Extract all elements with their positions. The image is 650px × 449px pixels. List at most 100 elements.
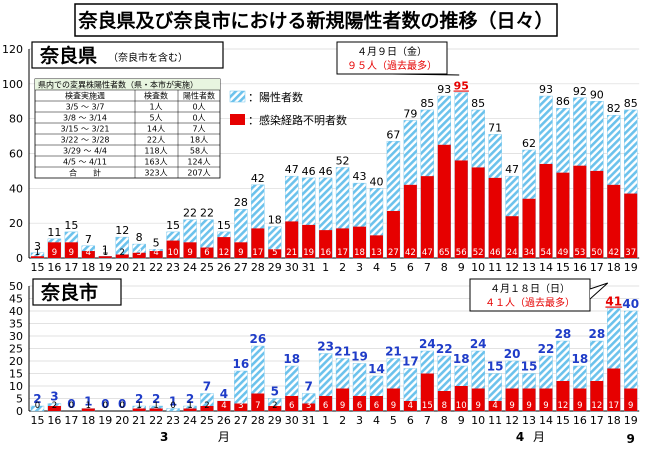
city-callout-pointer <box>589 282 609 300</box>
city-total-label: 2 <box>186 392 194 406</box>
pref-unknown-bar <box>268 249 282 258</box>
city-xtick-label: 18 <box>607 414 621 427</box>
pref-xtick-label: 10 <box>471 261 485 274</box>
pref-unknown-label: 37 <box>625 248 636 258</box>
pref-total-label: 7 <box>85 233 92 246</box>
pref-unknown-label: 17 <box>337 248 348 258</box>
city-unknown-bar <box>217 401 231 411</box>
pref-xtick-label: 12 <box>505 261 519 274</box>
pref-unknown-label: 42 <box>405 248 416 258</box>
city-total-label: 15 <box>521 360 538 374</box>
pref-unknown-label: 5 <box>272 248 277 258</box>
city-total-label: 2 <box>33 392 41 406</box>
pref-xtick-label: 21 <box>132 261 146 274</box>
city-unknown-bar <box>590 381 604 411</box>
city-unknown-bar <box>471 388 485 411</box>
pref-xtick-label: 27 <box>234 261 248 274</box>
pref-unknown-label: 4 <box>153 248 158 258</box>
pref-xtick-label: 7 <box>424 261 431 274</box>
city-total-bar <box>30 405 45 412</box>
city-total-label: 0 <box>101 397 109 411</box>
pref-xtick-label: 5 <box>390 261 397 274</box>
city-xtick-label: 19 <box>98 414 112 427</box>
pref-unknown-bar <box>556 172 570 258</box>
city-xtick-label: 9 <box>458 414 465 427</box>
city-total-label: 2 <box>152 392 160 406</box>
pref-xtick-label: 6 <box>407 261 414 274</box>
city-unknown-bar <box>132 408 146 411</box>
pref-xtick-label: 29 <box>268 261 282 274</box>
city-xtick-label: 21 <box>132 414 146 427</box>
city-total-label: 0 <box>118 397 126 411</box>
pref-total-label: 95 <box>454 80 469 93</box>
legend-unknown-swatch <box>230 114 245 125</box>
pref-unknown-bar <box>217 237 231 258</box>
city-total-label: 22 <box>538 342 555 356</box>
pref-xtick-label: 24 <box>183 261 197 274</box>
pref-unknown-bar <box>539 163 553 258</box>
pref-ytick-label: 60 <box>9 148 23 161</box>
city-xtick-label: 12 <box>505 414 519 427</box>
pref-unknown-bar <box>115 254 129 258</box>
pref-total-label: 90 <box>590 88 604 101</box>
city-total-label: 1 <box>84 395 92 409</box>
variant-table-cell: 合 計 <box>69 168 101 178</box>
pref-xtick-label: 28 <box>251 261 265 274</box>
city-total-label: 26 <box>249 332 266 346</box>
variant-table-cell: 207人 <box>187 169 210 178</box>
pref-unknown-label: 4 <box>86 248 91 258</box>
pref-unknown-bar <box>251 228 265 258</box>
city-unknown-bar <box>183 408 197 411</box>
city-unknown-label: 4 <box>408 401 413 411</box>
city-unknown-bar <box>420 373 434 411</box>
pref-total-label: 85 <box>624 97 638 110</box>
city-unknown-label: 9 <box>391 401 396 411</box>
pref-unknown-bar <box>234 242 248 258</box>
city-xtick-label: 10 <box>471 414 485 427</box>
city-xtick-label: 7 <box>424 414 431 427</box>
city-title-box <box>32 278 122 306</box>
city-unknown-bar <box>556 381 570 411</box>
pref-total-label: 5 <box>153 236 160 249</box>
pref-unknown-bar <box>590 170 604 258</box>
pref-unknown-bar <box>437 144 451 258</box>
city-xtick-label: 18 <box>81 414 95 427</box>
city-unknown-bar <box>573 388 587 411</box>
pref-callout-text: ９５人（過去最多） <box>347 59 437 72</box>
pref-unknown-label: 47 <box>422 248 433 258</box>
pref-unknown-label: 16 <box>320 248 331 258</box>
city-xtick-label: 27 <box>234 414 248 427</box>
pref-total-label: 12 <box>115 224 129 237</box>
pref-xtick-label: 22 <box>149 261 163 274</box>
city-total-label: 7 <box>203 380 211 394</box>
pref-total-label: 28 <box>234 196 248 209</box>
city-ytick-label: 30 <box>9 330 23 343</box>
pref-unknown-bar <box>471 167 485 258</box>
variant-table-cell: 3/29 ～ 4/4 <box>63 147 107 156</box>
pref-total-label: 46 <box>302 165 316 178</box>
pref-unknown-bar <box>166 240 180 258</box>
month-label-may: 9 <box>627 432 635 446</box>
city-unknown-bar <box>285 396 299 411</box>
variant-table-cell: 3/15 ～ 3/21 <box>60 125 109 134</box>
city-xtick-label: 6 <box>407 414 414 427</box>
city-total-label: 18 <box>283 352 300 366</box>
city-total-label: 14 <box>368 362 385 376</box>
city-unknown-label: 9 <box>340 401 345 411</box>
pref-ytick-label: 120 <box>2 43 23 56</box>
pref-unknown-bar <box>336 228 350 258</box>
pref-unknown-bar <box>285 221 299 258</box>
city-xtick-label: 26 <box>217 414 231 427</box>
variant-table-cell: 3/22 ～ 3/28 <box>60 136 109 145</box>
city-unknown-bar <box>47 406 61 411</box>
city-xtick-label: 16 <box>573 414 587 427</box>
pref-total-label: 43 <box>353 170 367 183</box>
pref-unknown-bar <box>607 184 621 258</box>
city-unknown-label: 7 <box>255 401 260 411</box>
variant-table <box>34 78 221 179</box>
city-unknown-label: 1 <box>86 401 91 411</box>
city-unknown-bar <box>369 396 383 411</box>
variant-table-title-bg <box>35 79 220 90</box>
city-total-label: 24 <box>470 337 487 351</box>
city-ytick-label: 20 <box>9 355 23 368</box>
